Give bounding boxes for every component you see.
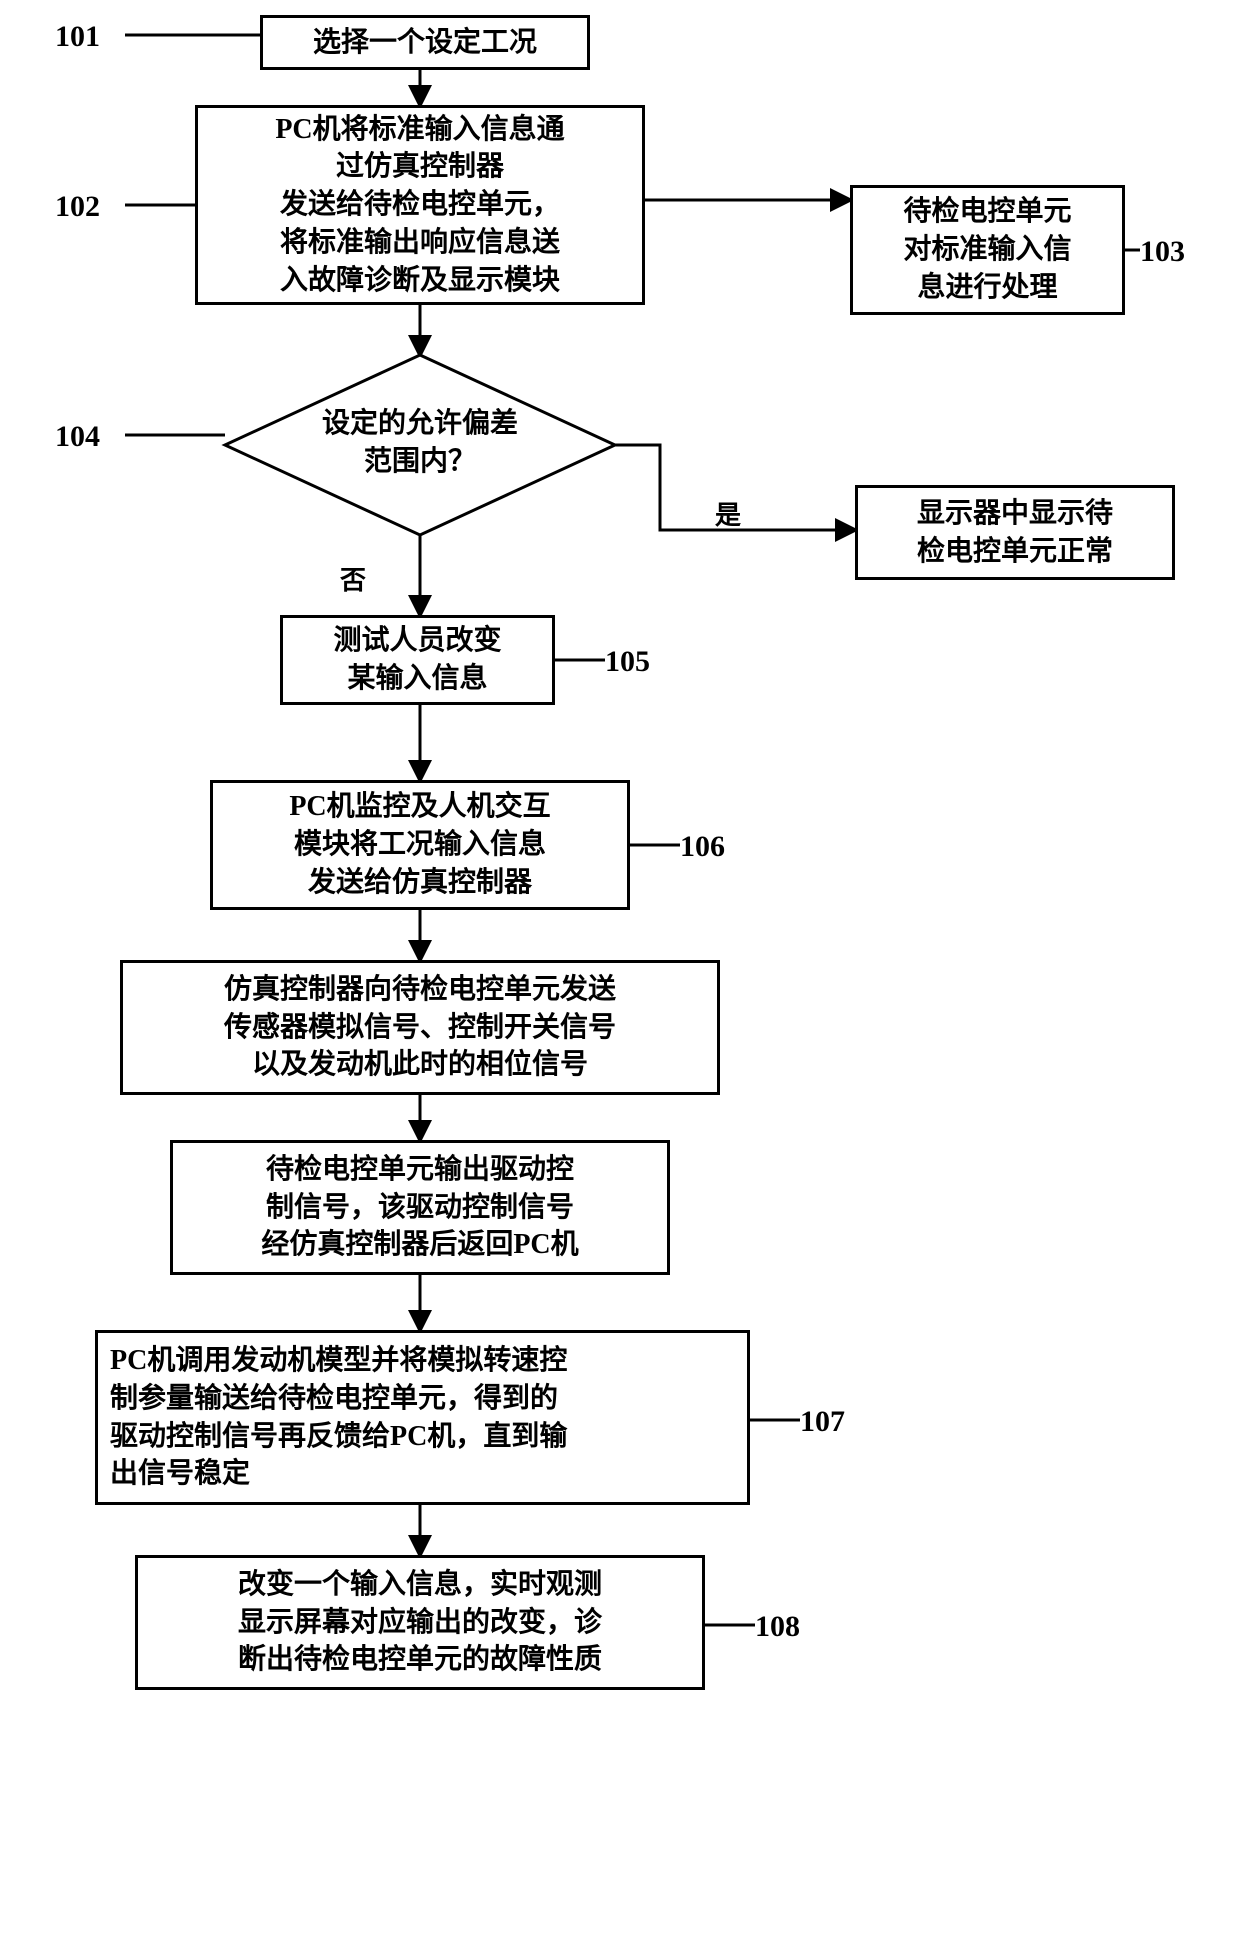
node-text: PC机将标准输入信息通过仿真控制器发送给待检电控单元，将标准输出响应信息送入故障… (275, 111, 564, 300)
edge-label-yes: 是 (715, 495, 741, 532)
label-101: 101 (55, 20, 100, 54)
node-text: 改变一个输入信息，实时观测显示屏幕对应输出的改变，诊断出待检电控单元的故障性质 (238, 1566, 602, 1679)
label-104: 104 (55, 420, 100, 454)
label-106: 106 (680, 830, 725, 864)
node-107: PC机调用发动机模型并将模拟转速控制参量输送给待检电控单元，得到的驱动控制信号再… (95, 1330, 750, 1505)
label-103: 103 (1140, 235, 1185, 269)
label-105: 105 (605, 645, 650, 679)
node-text: 设定的允许偏差范围内？ (322, 408, 518, 477)
node-108: 改变一个输入信息，实时观测显示屏幕对应输出的改变，诊断出待检电控单元的故障性质 (135, 1555, 705, 1690)
node-text: 仿真控制器向待检电控单元发送传感器模拟信号、控制开关信号以及发动机此时的相位信号 (224, 971, 616, 1084)
node-105: 测试人员改变某输入信息 (280, 615, 555, 705)
node-106b: 仿真控制器向待检电控单元发送传感器模拟信号、控制开关信号以及发动机此时的相位信号 (120, 960, 720, 1095)
node-text: 显示器中显示待检电控单元正常 (917, 495, 1113, 571)
node-text: 测试人员改变某输入信息 (333, 622, 501, 698)
node-102: PC机将标准输入信息通过仿真控制器发送给待检电控单元，将标准输出响应信息送入故障… (195, 105, 645, 305)
node-103: 待检电控单元对标准输入信息进行处理 (850, 185, 1125, 315)
label-107: 107 (800, 1405, 845, 1439)
node-text: PC机监控及人机交互模块将工况输入信息发送给仿真控制器 (289, 788, 550, 901)
node-106c: 待检电控单元输出驱动控制信号，该驱动控制信号经仿真控制器后返回PC机 (170, 1140, 670, 1275)
edge-label-no: 否 (340, 560, 366, 597)
node-104-text: 设定的允许偏差范围内？ (280, 405, 560, 481)
node-text: 选择一个设定工况 (313, 24, 537, 62)
node-106: PC机监控及人机交互模块将工况输入信息发送给仿真控制器 (210, 780, 630, 910)
node-101: 选择一个设定工况 (260, 15, 590, 70)
label-102: 102 (55, 190, 100, 224)
label-108: 108 (755, 1610, 800, 1644)
node-text: PC机调用发动机模型并将模拟转速控制参量输送给待检电控单元，得到的驱动控制信号再… (110, 1342, 567, 1493)
node-text: 待检电控单元输出驱动控制信号，该驱动控制信号经仿真控制器后返回PC机 (261, 1151, 578, 1264)
node-text: 待检电控单元对标准输入信息进行处理 (903, 193, 1071, 306)
node-normal: 显示器中显示待检电控单元正常 (855, 485, 1175, 580)
